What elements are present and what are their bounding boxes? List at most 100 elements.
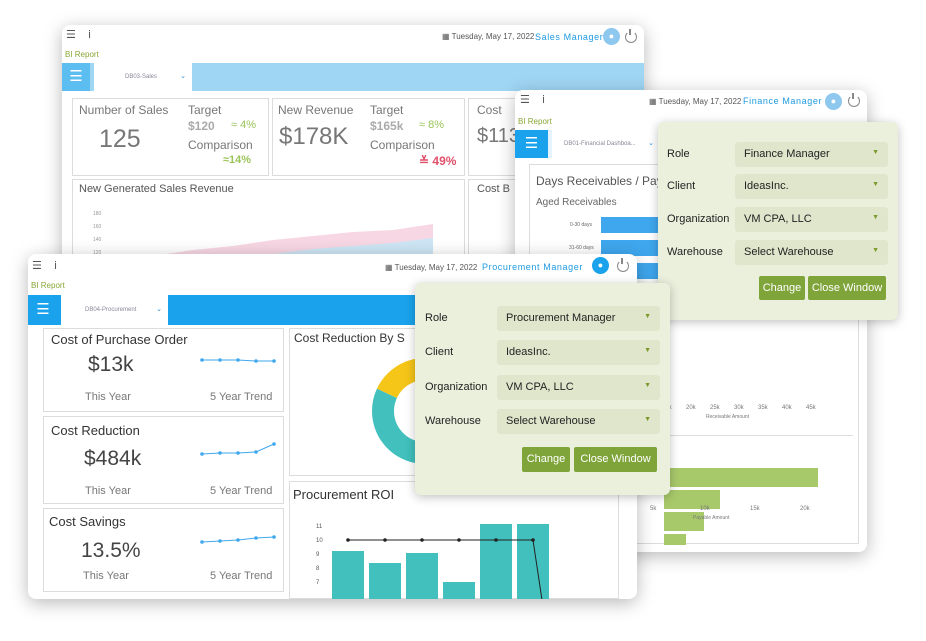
kpi-new-revenue: New Revenue $178K Target $165k ≈ 8% Comp…	[272, 98, 465, 176]
info-icon[interactable]: i	[88, 28, 92, 41]
procurement-user-popup: Role Procurement Manager ▼ Client IdeasIn…	[415, 283, 670, 495]
info-icon[interactable]: i	[542, 93, 546, 106]
hamburger-icon[interactable]: ☰	[32, 259, 42, 272]
calendar-icon: ▦	[385, 263, 395, 272]
role-select[interactable]: Finance Manager ▼	[735, 142, 888, 167]
svg-text:45k: 45k	[806, 405, 817, 411]
roi-chart: 11 10 9 8 7	[316, 524, 549, 599]
menu-button[interactable]: ☰	[28, 295, 58, 325]
change-button[interactable]: Change	[759, 276, 805, 300]
info-icon[interactable]: i	[54, 259, 58, 272]
client-label: Client	[667, 180, 696, 192]
svg-text:10k: 10k	[700, 506, 711, 512]
role-link[interactable]: Sales Manager	[535, 32, 604, 42]
client-select[interactable]: IdeasInc. ▼	[497, 340, 660, 365]
role-label: Role	[425, 312, 448, 324]
bar-31-60	[601, 240, 661, 256]
kpi-cost-savings: Cost Savings 13.5% This Year 5 Year Tren…	[43, 508, 284, 592]
user-icon[interactable]: ●	[592, 257, 609, 274]
svg-text:Payable Amount: Payable Amount	[693, 515, 730, 521]
user-icon[interactable]: ●	[603, 28, 620, 45]
power-icon[interactable]	[625, 29, 637, 43]
chevron-down-icon: ▼	[644, 416, 651, 423]
warehouse-select[interactable]: Select Warehouse ▼	[497, 409, 660, 434]
chevron-down-icon: ⌄	[156, 306, 162, 313]
procurement-roi-card: Procurement ROI 11 10 9 8 7	[289, 481, 619, 599]
chevron-down-icon: ⌄	[180, 73, 186, 80]
payable-bar	[664, 490, 720, 509]
organization-select[interactable]: VM CPA, LLC ▼	[735, 207, 888, 232]
dashboard-bar: ☰ DB03-Sales ⌄	[62, 63, 644, 91]
payable-bar	[664, 468, 818, 487]
svg-text:30k: 30k	[734, 405, 745, 411]
power-icon[interactable]	[848, 93, 860, 107]
kpi-number-of-sales: Number of Sales 125 Target $120 ≈ 4% Com…	[72, 98, 269, 176]
date-label: Tuesday, May 17, 2022	[451, 32, 535, 41]
change-button[interactable]: Change	[522, 447, 570, 472]
warehouse-label: Warehouse	[425, 415, 481, 427]
y-tick: 120	[93, 250, 102, 256]
bar-0-30	[601, 217, 661, 233]
chevron-down-icon: ▼	[872, 149, 879, 156]
y-tick: 180	[93, 211, 102, 217]
close-window-button[interactable]: Close Window	[574, 447, 657, 472]
power-icon[interactable]	[617, 258, 629, 272]
organization-label: Organization	[425, 381, 488, 393]
organization-label: Organization	[667, 213, 730, 225]
svg-text:15k: 15k	[750, 506, 761, 512]
chevron-down-icon: ▼	[644, 313, 651, 320]
kpi-cost-reduction: Cost Reduction $484k This Year 5 Year Tr…	[43, 416, 284, 504]
bi-report-label: BI Report	[31, 281, 65, 290]
svg-text:35k: 35k	[758, 405, 769, 411]
chevron-down-icon: ▼	[872, 181, 879, 188]
warehouse-select[interactable]: Select Warehouse ▼	[735, 240, 888, 265]
client-select[interactable]: IdeasInc. ▼	[735, 174, 888, 199]
svg-text:8: 8	[316, 566, 320, 572]
payable-bar	[664, 534, 686, 545]
svg-text:40k: 40k	[782, 405, 793, 411]
payable-bar	[664, 512, 704, 531]
bi-report-label: BI Report	[518, 117, 552, 126]
role-label: Role	[667, 148, 690, 160]
payable-axis: 5k 10k 15k 20k Payable Amount	[650, 506, 811, 521]
calendar-icon: ▦	[649, 97, 659, 106]
svg-text:20k: 20k	[686, 405, 697, 411]
svg-text:25k: 25k	[710, 405, 721, 411]
svg-text:11: 11	[316, 524, 323, 530]
svg-text:10: 10	[316, 538, 323, 544]
trend-sparkline	[200, 442, 276, 456]
y-tick: 160	[93, 224, 102, 230]
warehouse-label: Warehouse	[667, 246, 723, 258]
menu-button[interactable]: ☰	[62, 63, 90, 91]
dashboard-select[interactable]: DB01-Financial Dashboa... ⌄	[552, 130, 660, 158]
hamburger-icon[interactable]: ☰	[66, 28, 76, 41]
chevron-down-icon: ⌄	[648, 140, 654, 147]
kpi-cost-of-purchase-order: Cost of Purchase Order $13k This Year 5 …	[43, 328, 284, 412]
svg-text:Receivable Amount: Receivable Amount	[706, 414, 750, 420]
y-tick: 140	[93, 237, 102, 243]
receivable-axis: 15k 20k 25k 30k 35k 40k 45k Receivable A…	[662, 405, 817, 420]
chevron-down-icon: ▼	[872, 247, 879, 254]
user-icon[interactable]: ●	[825, 93, 842, 110]
hamburger-icon[interactable]: ☰	[520, 93, 530, 106]
bi-report-label: BI Report	[65, 50, 99, 59]
svg-text:20k: 20k	[800, 506, 811, 512]
role-link[interactable]: Finance Manager	[743, 96, 823, 106]
finance-user-popup: Role Finance Manager ▼ Client IdeasInc. ▼ …	[658, 122, 898, 320]
chevron-down-icon: ▼	[644, 382, 651, 389]
svg-text:9: 9	[316, 552, 320, 558]
role-select[interactable]: Procurement Manager ▼	[497, 306, 660, 331]
date-label: Tuesday, May 17, 2022	[658, 97, 742, 106]
chevron-down-icon: ▼	[872, 214, 879, 221]
trend-sparkline	[200, 535, 276, 544]
organization-select[interactable]: VM CPA, LLC ▼	[497, 375, 660, 400]
svg-text:5k: 5k	[650, 506, 657, 512]
dashboard-select[interactable]: DB03-Sales ⌄	[94, 63, 192, 91]
calendar-icon: ▦	[442, 32, 452, 41]
dashboard-select[interactable]: DB04-Procurement ⌄	[61, 295, 168, 325]
client-label: Client	[425, 346, 454, 358]
menu-button[interactable]: ☰	[515, 130, 548, 158]
trend-sparkline	[200, 358, 276, 363]
close-window-button[interactable]: Close Window	[808, 276, 886, 300]
role-link[interactable]: Procurement Manager	[482, 262, 583, 272]
